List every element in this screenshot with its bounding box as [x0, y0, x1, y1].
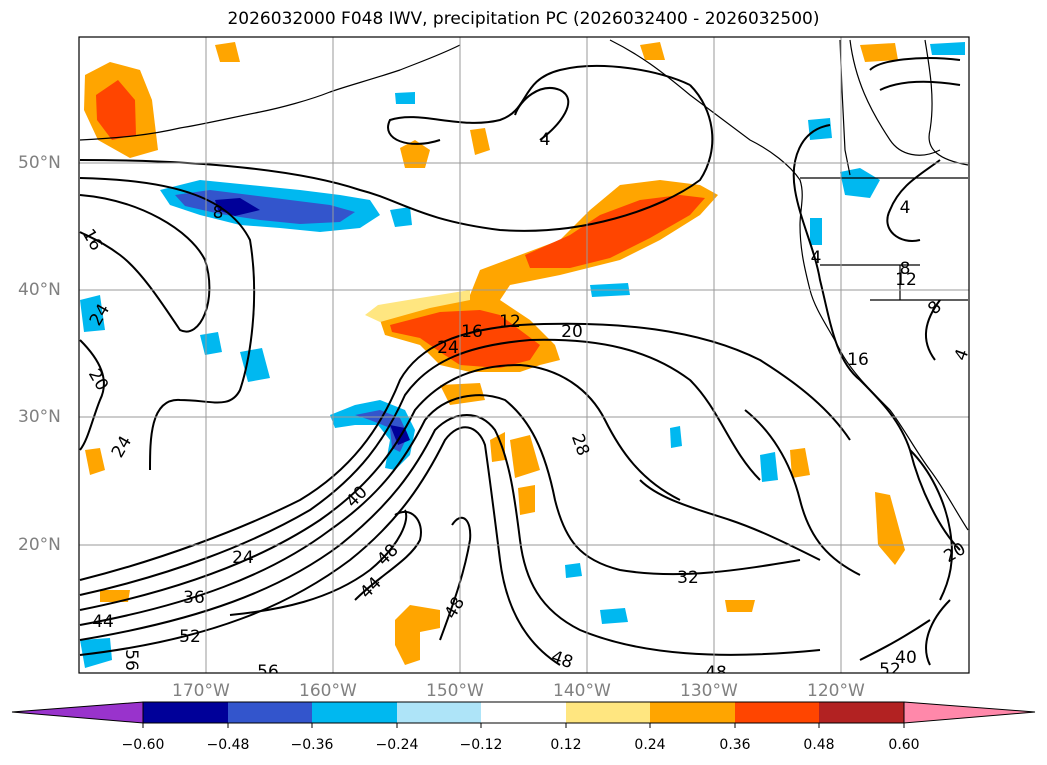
lat-label-40n: 40°N: [18, 280, 61, 300]
contour-label: 12: [895, 270, 917, 290]
lon-label-140w: 140°W: [553, 681, 611, 701]
precip-fill-neg4: [390, 207, 412, 227]
precip-fill-neg9: [760, 452, 778, 482]
map-frame: [78, 36, 970, 674]
precip-fill-band-core: [390, 310, 540, 368]
precip-fill-blob15: [100, 590, 130, 602]
contour-label: 12: [499, 312, 521, 332]
colorbar-tick-4: −0.24: [375, 737, 419, 753]
precip-fill-blob2: [470, 128, 490, 155]
precip-fill-neg-band-core: [175, 190, 355, 224]
colorbar-swatch-4: [397, 702, 481, 723]
precip-fill-halo: [365, 290, 470, 322]
contour-label: 8: [900, 259, 911, 279]
contour-label: 4: [951, 346, 973, 363]
colorbar-swatch-3: [312, 702, 397, 723]
lon-label-120w: 120°W: [807, 681, 865, 701]
precip-fill-neg11: [565, 563, 582, 578]
precip-anomaly-fills: [80, 42, 965, 668]
colorbar-arrow-right: [903, 701, 1036, 724]
precip-fill-neg5: [808, 118, 832, 140]
precip-fill-neg14: [670, 426, 682, 448]
colorbar-tick-5: −0.12: [459, 737, 503, 753]
precip-fill-blob1: [400, 140, 430, 168]
precip-fill-neg15: [395, 92, 415, 104]
contour-label: 36: [183, 588, 205, 608]
lon-label-130w: 130°W: [680, 681, 738, 701]
lon-label-160w: 160°W: [299, 681, 357, 701]
colorbar-tick-7: 0.24: [634, 737, 666, 753]
lat-label-20n: 20°N: [18, 535, 61, 555]
precip-fill-blob6: [518, 485, 535, 515]
contour-label: 56: [257, 662, 279, 682]
precip-fill-blob9: [875, 492, 905, 565]
precip-fill-neg6: [930, 42, 965, 55]
contour-label: 16: [461, 322, 483, 342]
contour-label: 44: [92, 612, 114, 632]
precip-fill-neg13: [810, 218, 822, 245]
colorbar-tick-10: 0.60: [888, 737, 920, 753]
contour-label: 4: [900, 198, 911, 218]
contour-label: 4: [540, 130, 551, 150]
precip-fill-blob8: [860, 43, 898, 62]
map-title: 2026032000 F048 IWV, precipitation PC (2…: [227, 9, 820, 29]
map-gridlines: [79, 37, 969, 673]
contour-label: 52: [179, 627, 201, 647]
colorbar-tick-8: 0.36: [719, 737, 751, 753]
colorbar-arrow-left: [11, 701, 144, 724]
contour-label: 20: [561, 322, 583, 342]
colorbar-swatch-1: [143, 702, 228, 723]
contour-label: 40: [895, 648, 917, 668]
precip-fill-neg12: [600, 608, 628, 624]
precip-fill-blob12: [725, 600, 755, 612]
precip-fill-neg7: [840, 168, 880, 198]
colorbar-swatch-6: [566, 702, 650, 723]
lon-label-170w: 170°W: [172, 681, 230, 701]
colorbar-tick-3: −0.36: [290, 737, 334, 753]
lon-label-150w: 150°W: [426, 681, 484, 701]
precip-fill-neg-hook-core: [355, 410, 408, 452]
precip-fill-neg3: [80, 295, 105, 332]
colorbar-swatch-7: [650, 702, 735, 723]
colorbar-swatch-8: [735, 702, 819, 723]
lat-label-30n: 30°N: [18, 407, 61, 427]
precip-fill-blob10: [85, 448, 105, 475]
contour-label: 52: [879, 660, 901, 680]
contour-label: 24: [232, 548, 254, 568]
colorbar-swatch-2: [228, 702, 312, 723]
contour-label: 48: [705, 663, 727, 683]
contour-label: 16: [847, 350, 869, 370]
precip-fill-band-core2: [525, 195, 705, 268]
precip-fill-blob5: [490, 432, 505, 462]
colorbar-swatch-9: [819, 702, 904, 723]
colorbar-tick-6: 0.12: [550, 737, 582, 753]
colorbar-swatch-5: [481, 702, 566, 723]
contour-label: 4: [811, 248, 822, 268]
contour-label: 32: [677, 568, 699, 588]
precip-fill-blob4: [510, 435, 540, 478]
precip-fill-blob7: [395, 605, 440, 665]
contour-label: 56: [121, 649, 141, 671]
precip-fill-blob14: [640, 42, 665, 60]
colorbar-tick-9: 0.48: [803, 737, 835, 753]
precip-fill-blob13: [790, 448, 810, 478]
colorbar-tick-1: −0.60: [121, 737, 165, 753]
colorbar-tick-2: −0.48: [206, 737, 250, 753]
colorbar: [11, 701, 1036, 728]
coastlines: [79, 39, 969, 531]
precip-fill-blob11: [215, 42, 240, 62]
contour-label: 24: [437, 338, 459, 358]
precip-fill-nw-core: [96, 80, 136, 140]
lat-label-50n: 50°N: [18, 153, 61, 173]
contour-label: 8: [213, 203, 224, 223]
